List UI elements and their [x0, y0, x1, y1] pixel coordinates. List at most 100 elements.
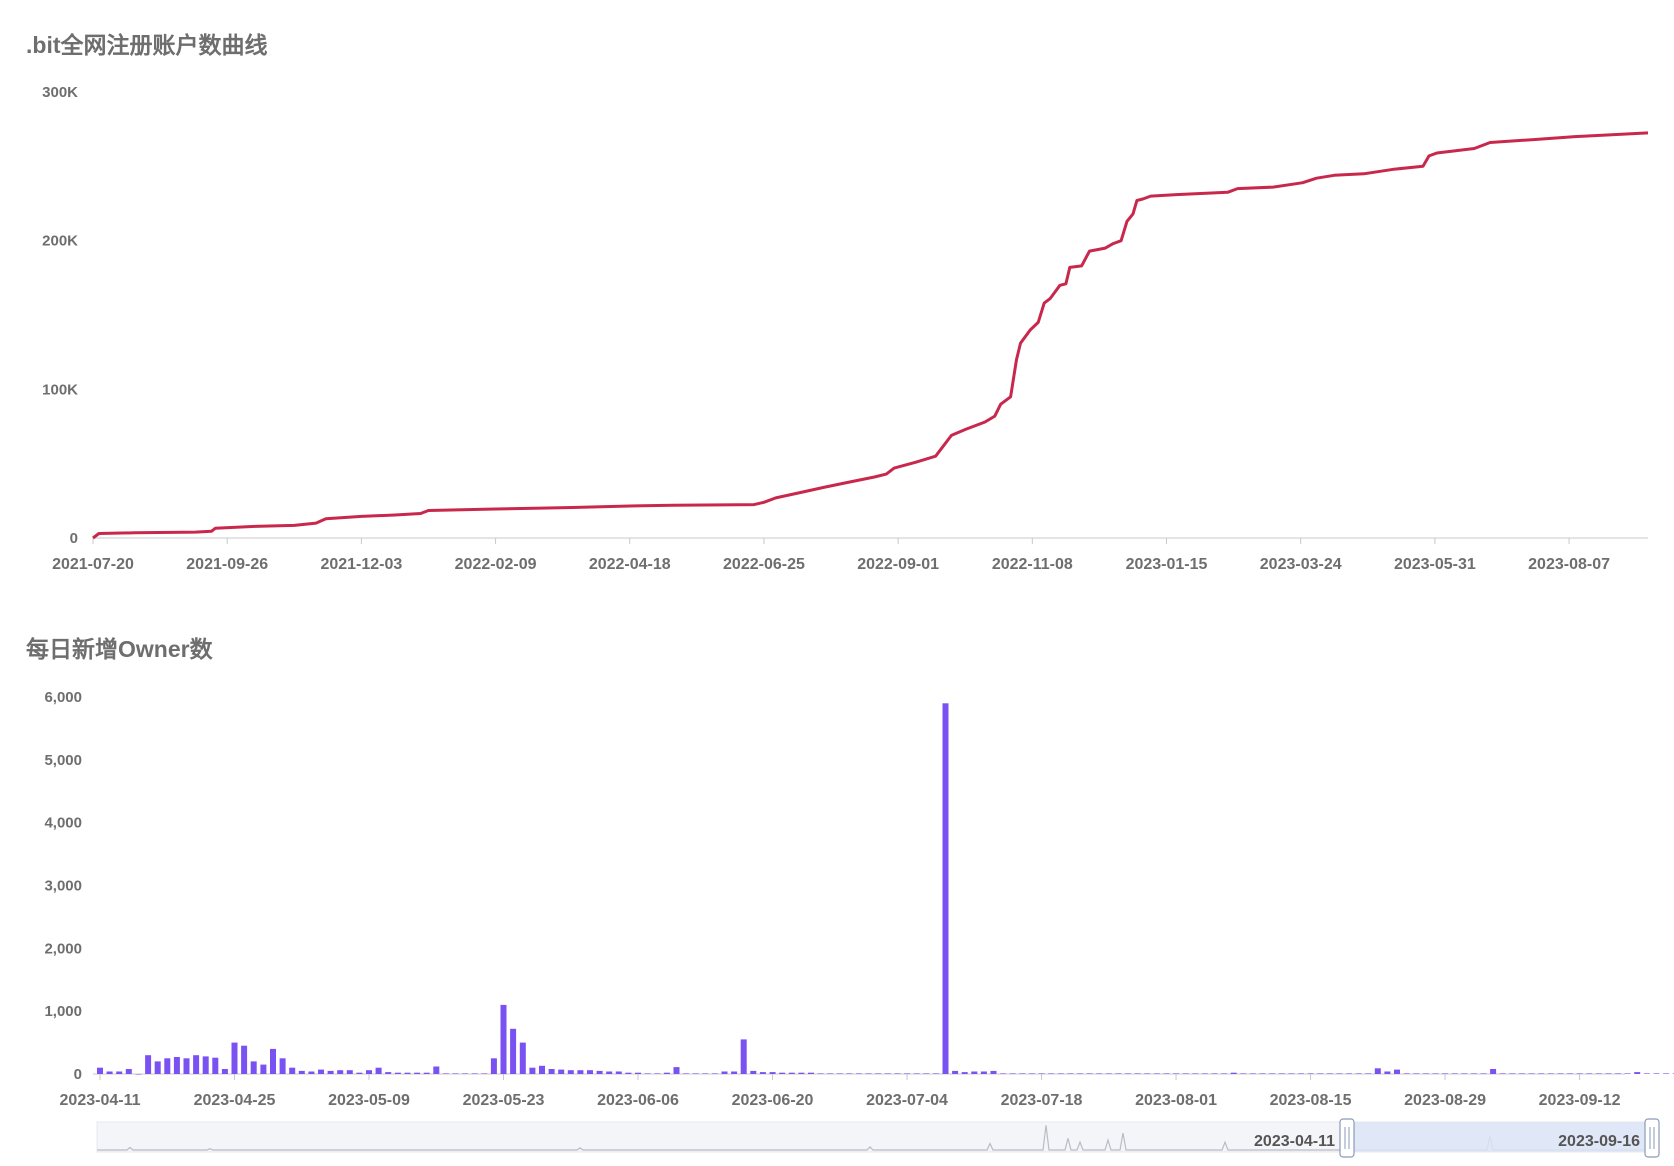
bar — [971, 1071, 978, 1074]
bar — [1432, 1073, 1439, 1074]
bar — [769, 1072, 776, 1074]
bar — [1595, 1073, 1602, 1074]
bar — [548, 1069, 555, 1074]
bar — [865, 1073, 872, 1074]
x-tick-label: 2023-05-31 — [1394, 556, 1476, 573]
bar — [462, 1073, 469, 1074]
bar — [827, 1073, 834, 1074]
bar — [1009, 1073, 1016, 1074]
bar — [442, 1073, 449, 1074]
chart-title-total-accounts: .bit全网注册账户数曲线 — [26, 32, 268, 58]
zoom-handle-start[interactable] — [1339, 1118, 1355, 1158]
bar — [1173, 1073, 1180, 1074]
bar — [980, 1071, 987, 1074]
bar — [1249, 1073, 1256, 1074]
bar — [423, 1072, 430, 1074]
bar — [779, 1072, 786, 1074]
x-tick-label: 2022-09-01 — [857, 556, 939, 573]
x-tick-label: 2023-03-24 — [1260, 556, 1342, 573]
bar — [1125, 1073, 1131, 1074]
x-tick-label: 2022-06-25 — [723, 556, 805, 573]
bar — [856, 1073, 862, 1074]
bar — [212, 1057, 219, 1074]
bar — [1557, 1073, 1564, 1074]
y-tick-label: 5,000 — [44, 752, 82, 769]
x-tick-label: 2023-09-12 — [1539, 1092, 1621, 1109]
bar — [1019, 1073, 1026, 1074]
bar — [1278, 1073, 1285, 1074]
x-tick-label: 2023-05-09 — [328, 1092, 410, 1109]
bar — [625, 1072, 632, 1074]
bar — [875, 1073, 882, 1074]
bar — [1240, 1073, 1247, 1074]
bar — [1201, 1073, 1208, 1074]
x-tick-label: 2022-04-18 — [589, 556, 671, 573]
bar — [1480, 1073, 1487, 1074]
bar — [808, 1072, 814, 1074]
bar — [279, 1058, 286, 1074]
y-tick-label: 2,000 — [44, 940, 82, 957]
y-tick-label: 4,000 — [44, 815, 82, 832]
bar — [173, 1057, 180, 1074]
bar — [1567, 1073, 1573, 1074]
bar — [1298, 1073, 1304, 1074]
bar — [683, 1073, 690, 1074]
bar — [125, 1069, 132, 1074]
bar — [1547, 1073, 1554, 1074]
bar — [567, 1070, 574, 1074]
bar — [1672, 1073, 1674, 1074]
bar — [731, 1071, 738, 1074]
bar — [1096, 1073, 1103, 1074]
bar — [289, 1067, 296, 1074]
bar — [1029, 1073, 1035, 1074]
bar — [1153, 1073, 1160, 1074]
x-tick-label: 2023-04-11 — [60, 1092, 141, 1109]
bar — [193, 1055, 200, 1074]
bar — [356, 1072, 363, 1074]
y-tick-label: 0 — [70, 530, 78, 547]
bar — [394, 1072, 401, 1074]
x-tick-label: 2023-08-15 — [1270, 1092, 1352, 1109]
bar — [414, 1072, 421, 1074]
zoom-start-label: 2023-04-11 — [1254, 1133, 1335, 1150]
bar — [221, 1069, 228, 1074]
bar — [673, 1067, 680, 1074]
bar — [1307, 1073, 1314, 1074]
x-tick-label: 2022-11-08 — [992, 556, 1073, 573]
bar — [1134, 1073, 1141, 1074]
x-tick-label: 2023-04-25 — [194, 1092, 276, 1109]
bar — [135, 1074, 142, 1075]
bar — [1624, 1073, 1631, 1074]
bar — [1394, 1069, 1400, 1074]
bar — [1221, 1073, 1228, 1074]
bar — [750, 1070, 757, 1074]
bar — [1605, 1073, 1612, 1074]
bar — [711, 1073, 718, 1074]
bar — [1374, 1068, 1381, 1074]
bar — [1538, 1073, 1545, 1074]
bar — [116, 1071, 123, 1074]
bar — [1653, 1073, 1660, 1074]
zoom-handle-end[interactable] — [1644, 1118, 1660, 1158]
bar — [366, 1070, 372, 1074]
x-tick-label: 2023-06-20 — [732, 1092, 814, 1109]
bar — [481, 1073, 488, 1074]
y-tick-label: 100K — [42, 381, 78, 398]
bar — [404, 1072, 411, 1074]
bar — [1105, 1073, 1112, 1074]
zoom-selected-range[interactable] — [1347, 1122, 1652, 1152]
bar — [1403, 1073, 1410, 1074]
bar — [1288, 1073, 1295, 1074]
bar — [596, 1070, 603, 1074]
y-tick-label: 200K — [42, 233, 78, 250]
bar — [1643, 1073, 1650, 1074]
bar — [385, 1072, 392, 1074]
bar — [942, 703, 949, 1074]
bar — [788, 1072, 795, 1074]
bar — [164, 1058, 171, 1074]
bar — [183, 1058, 190, 1074]
bar — [1346, 1073, 1352, 1074]
bar — [308, 1071, 315, 1074]
bar — [836, 1073, 843, 1074]
